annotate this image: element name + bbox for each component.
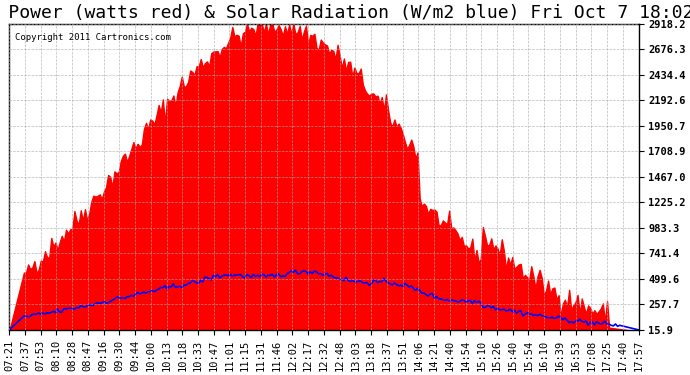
Text: Copyright 2011 Cartronics.com: Copyright 2011 Cartronics.com [15,33,171,42]
Title: Grid Power (watts red) & Solar Radiation (W/m2 blue) Fri Oct 7 18:02: Grid Power (watts red) & Solar Radiation… [0,4,690,22]
